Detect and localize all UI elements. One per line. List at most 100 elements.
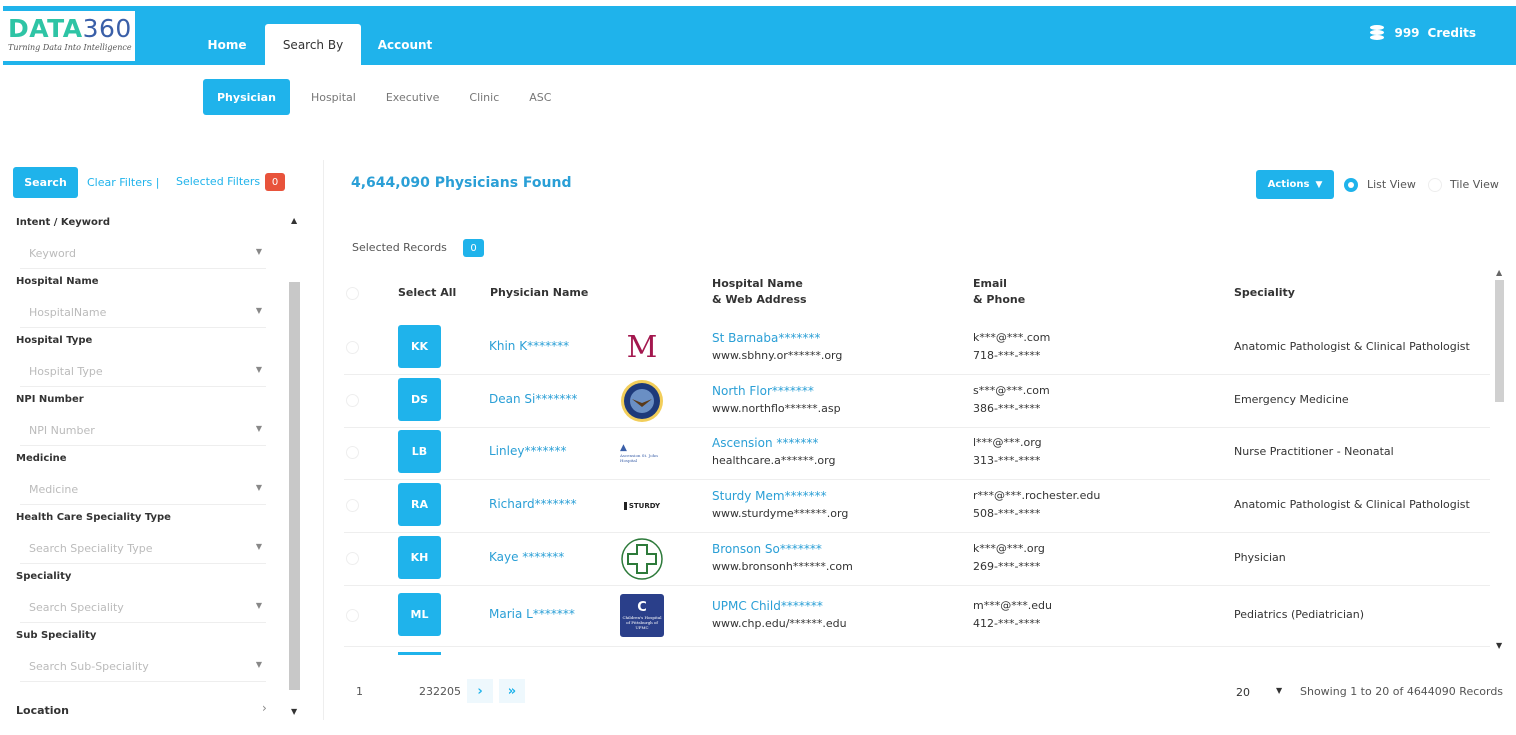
physician-name-link[interactable]: Khin K******* [489, 339, 570, 353]
filter-label-medicine: Medicine [16, 453, 67, 464]
hospital-type-select[interactable]: Hospital Type ▼ [20, 353, 266, 387]
nav-search-by[interactable]: Search By [265, 24, 361, 65]
phone: 718-***-**** [973, 349, 1041, 362]
scroll-down-icon[interactable]: ▼ [291, 707, 298, 716]
chevron-right-icon[interactable]: › [262, 701, 267, 715]
avatar: ML [398, 593, 441, 636]
avatar: KK [398, 325, 441, 368]
filter-location[interactable]: Location [16, 704, 69, 717]
hospital-name-link[interactable]: St Barnaba******* [712, 331, 821, 345]
chevron-right-icon[interactable]: › [467, 679, 493, 703]
hospital-web: www.sbhny.or******.org [712, 349, 843, 362]
double-chevron-right-icon[interactable]: » [499, 679, 525, 703]
scroll-down-icon[interactable]: ▼ [1496, 641, 1503, 650]
panel-divider [323, 160, 324, 720]
email: k***@***.com [973, 331, 1051, 344]
speciality-select[interactable]: Search Speciality ▼ [20, 589, 266, 623]
table-row[interactable]: RA Richard******* STURDY Sturdy Mem*****… [344, 479, 1490, 532]
hospital-name-link[interactable]: Sturdy Mem******* [712, 489, 827, 503]
phone: 269-***-**** [973, 560, 1041, 573]
header-select-all[interactable]: Select All [398, 286, 457, 299]
per-page-select[interactable]: 20 [1236, 686, 1250, 699]
hospital-name-link[interactable]: North Flor******* [712, 384, 814, 398]
chevron-down-icon[interactable]: ▼ [1276, 686, 1283, 695]
table-row[interactable]: ML Maria L******* C Children's Hospital … [344, 589, 1490, 642]
actions-dropdown[interactable]: Actions ▼ [1256, 170, 1334, 199]
hospital-name-link[interactable]: Ascension ******* [712, 436, 819, 450]
speciality: Physician [1234, 551, 1286, 564]
page-last[interactable]: 232205 [419, 685, 461, 698]
hospital-name-link[interactable]: Bronson So******* [712, 542, 822, 556]
tab-physician[interactable]: Physician [203, 79, 290, 115]
scroll-up-icon[interactable]: ▲ [1496, 268, 1503, 277]
filter-label-hospital-type: Hospital Type [16, 335, 93, 346]
physician-name-link[interactable]: Maria L******* [489, 607, 575, 621]
hospital-logo-text: M [626, 330, 658, 365]
row-checkbox[interactable] [346, 341, 359, 354]
physician-name-link[interactable]: Dean Si******* [489, 392, 578, 406]
row-checkbox[interactable] [346, 446, 359, 459]
tile-view-radio[interactable] [1428, 178, 1442, 192]
tab-hospital[interactable]: Hospital [310, 90, 356, 104]
hospital-name-select[interactable]: HospitalName ▼ [20, 294, 266, 328]
phone: 508-***-**** [973, 507, 1041, 520]
selected-filters-link[interactable]: Selected Filters [176, 175, 261, 188]
chevron-down-icon: ▼ [255, 601, 262, 610]
filter-label-keyword: Intent / Keyword [16, 217, 110, 228]
table-row[interactable]: LB Linley******* ▲ Ascension St. John Ho… [344, 426, 1490, 479]
physician-name-link[interactable]: Kaye ******* [489, 550, 565, 564]
entity-tabs: Physician Hospital Executive Clinic ASC [203, 79, 566, 115]
speciality-type-select[interactable]: Search Speciality Type ▼ [20, 530, 266, 564]
keyword-placeholder: Keyword [29, 247, 76, 260]
medicine-select[interactable]: Medicine ▼ [20, 471, 266, 505]
sidebar-scrollbar[interactable] [289, 282, 300, 690]
email: k***@***.org [973, 542, 1045, 555]
table-scrollbar[interactable] [1495, 280, 1504, 402]
keyword-select[interactable]: Keyword ▼ [20, 235, 266, 269]
row-divider [344, 427, 1490, 428]
table-row[interactable]: KK Khin K******* M St Barnaba******* www… [344, 321, 1490, 374]
header-email-line2: & Phone [973, 293, 1026, 306]
tab-clinic[interactable]: Clinic [469, 90, 500, 104]
page-first[interactable]: 1 [356, 685, 363, 698]
physician-name-link[interactable]: Linley******* [489, 444, 567, 458]
nav-home[interactable]: Home [207, 37, 247, 52]
tab-executive[interactable]: Executive [385, 90, 440, 104]
chevron-down-icon: ▼ [255, 247, 262, 256]
list-view-label[interactable]: List View [1367, 178, 1416, 191]
sub-speciality-select[interactable]: Search Sub-Speciality ▼ [20, 648, 266, 682]
brand-name-part2: 360 [82, 14, 132, 43]
hospital-web: www.chp.edu/******.edu [712, 617, 847, 630]
hospital-web: www.northflo******.asp [712, 402, 841, 415]
list-view-radio[interactable] [1344, 178, 1358, 192]
ascension-logo: ▲ Ascension St. John Hospital [620, 431, 664, 474]
clear-filters-link[interactable]: Clear Filters | [87, 176, 159, 189]
search-button[interactable]: Search [13, 167, 78, 198]
row-checkbox[interactable] [346, 499, 359, 512]
filter-list: Intent / Keyword Keyword ▼ Hospital Name … [16, 217, 272, 689]
chevron-down-icon: ▼ [255, 660, 262, 669]
npi-number-select[interactable]: NPI Number ▼ [20, 412, 266, 446]
row-checkbox[interactable] [346, 609, 359, 622]
tab-asc[interactable]: ASC [529, 90, 552, 104]
collapse-up-icon[interactable]: ▲ [291, 216, 298, 225]
row-checkbox[interactable] [346, 394, 359, 407]
hospital-web: www.sturdyme******.org [712, 507, 849, 520]
email: s***@***.com [973, 384, 1050, 397]
hospital-type-placeholder: Hospital Type [29, 365, 103, 378]
brand-logo[interactable]: DATA360 Turning Data Into Intelligence [3, 11, 135, 61]
hospital-name-link[interactable]: UPMC Child******* [712, 599, 823, 613]
nav-account[interactable]: Account [377, 37, 433, 52]
npi-placeholder: NPI Number [29, 424, 95, 437]
row-checkbox[interactable] [346, 552, 359, 565]
table-row[interactable]: DS Dean Si******* North Flor******* www.… [344, 374, 1490, 427]
selected-records-badge: 0 [463, 239, 484, 257]
chevron-down-icon: ▼ [255, 424, 262, 433]
chevron-down-icon: ▼ [255, 365, 262, 374]
hospital-logo-text: Ascension St. John Hospital [620, 452, 658, 463]
tile-view-label[interactable]: Tile View [1450, 178, 1499, 191]
select-all-checkbox[interactable] [346, 287, 359, 300]
top-navbar [3, 6, 1516, 65]
physician-name-link[interactable]: Richard******* [489, 497, 577, 511]
table-row[interactable]: KH Kaye ******* Bronson So******* www.br… [344, 532, 1490, 585]
